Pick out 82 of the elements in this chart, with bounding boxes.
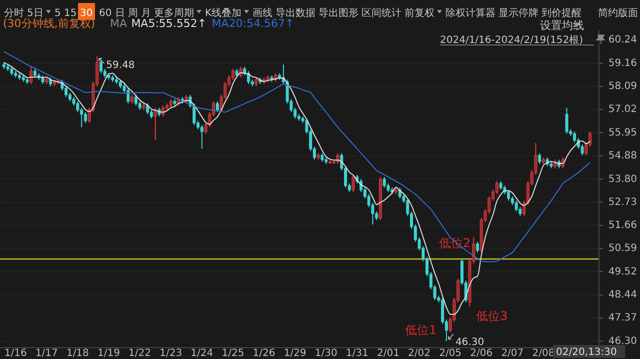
text: 30	[80, 8, 93, 19]
x-tick-label: 2/01	[376, 348, 400, 359]
y-tick-label: 58.09	[608, 81, 637, 92]
x-tick-label: 1/17	[35, 348, 58, 359]
text: K线叠加	[205, 7, 242, 19]
x-tick-label: 2/02	[408, 348, 431, 359]
y-tick-label: 47.37	[608, 312, 637, 324]
x-tick-label: 2/07	[501, 348, 524, 359]
text: 画线	[252, 7, 272, 19]
candlestick	[514, 200, 518, 212]
text: 5	[54, 8, 61, 19]
candlestick	[134, 94, 138, 106]
x-tick-label: 2/05	[439, 348, 462, 359]
x-tick-label: 1/23	[160, 348, 182, 359]
text: MA20:54.567↑	[212, 17, 294, 30]
x-tick-label: 1/31	[346, 348, 368, 359]
candlestick	[30, 66, 33, 85]
x-tick-label: 1/19	[98, 348, 120, 359]
text: 60	[99, 8, 112, 19]
text: 分时	[4, 7, 24, 19]
annotation: 2024/1/16-2024/2/19(152根)	[440, 34, 584, 46]
candlestick	[80, 107, 84, 128]
candlestick	[76, 100, 80, 113]
candlestick	[146, 102, 150, 115]
x-tick-label: 1/29	[284, 348, 306, 359]
text: 周	[128, 8, 138, 19]
annotation: 低位1	[405, 323, 437, 337]
candlestick	[580, 144, 584, 156]
x-tick-label: 1/30	[314, 348, 338, 359]
y-tick-label: 51.66	[608, 220, 637, 232]
annotation: 59.48	[106, 60, 135, 72]
y-tick-label: 60.24	[608, 34, 637, 46]
candlestick	[216, 100, 219, 113]
candlestick	[476, 241, 479, 254]
text: 显示停牌	[498, 7, 538, 19]
x-tick-label: 1/22	[128, 348, 152, 359]
y-tick-label: 53.80	[608, 174, 637, 185]
candlestick	[126, 88, 130, 104]
y-tick-label: 54.88	[608, 150, 637, 162]
y-tick-label: 48.44	[608, 290, 637, 301]
candlestick	[200, 124, 204, 150]
candlestick	[573, 131, 576, 143]
x-tick-label: 1/26	[252, 348, 276, 359]
text: 简约版面	[598, 7, 638, 19]
text: 区间统计	[362, 7, 402, 19]
candlestick	[495, 180, 498, 195]
candlestick	[64, 86, 68, 98]
annotation: 02/20,13:30	[556, 347, 617, 358]
y-tick-label: 55.95	[608, 127, 637, 138]
text: 更多周期	[154, 7, 194, 19]
legend-title: MA	[110, 17, 128, 30]
x-tick-label: 1/18	[66, 348, 89, 359]
candlestick	[352, 174, 355, 193]
annotation: 低位3	[476, 309, 508, 323]
x-tick-label: 2/06	[470, 348, 493, 359]
candlestick	[382, 176, 386, 188]
text: 除权计算器	[446, 7, 496, 19]
line-series	[3, 51, 591, 262]
y-tick-label: 52.73	[608, 196, 637, 208]
x-tick-label: 1/25	[222, 348, 244, 359]
text: 到价提醒	[542, 7, 582, 19]
candlestick	[538, 152, 542, 164]
annotation: 46.30	[455, 336, 484, 348]
candlestick	[565, 107, 568, 134]
y-tick-label: 59.16	[608, 58, 637, 70]
candlestick	[84, 112, 87, 124]
text: 前复权	[404, 7, 434, 19]
candlestick	[231, 68, 234, 80]
y-tick-label: 50.59	[608, 243, 637, 254]
x-tick-label: 1/16	[4, 348, 27, 359]
y-tick-label: 46.30	[608, 336, 637, 347]
y-tick-label: 57.02	[608, 104, 637, 116]
candlestick	[507, 189, 510, 202]
text: 15	[64, 8, 77, 19]
text: MA5:55.552↑	[131, 17, 207, 30]
x-tick-label: 1/24	[190, 348, 214, 359]
text: 5日	[27, 8, 44, 19]
text: 月	[141, 8, 151, 19]
text: 导出图形	[318, 7, 358, 19]
y-tick-label: 49.52	[608, 266, 637, 278]
text: 导出数据	[276, 7, 316, 19]
text: 日	[115, 8, 125, 19]
